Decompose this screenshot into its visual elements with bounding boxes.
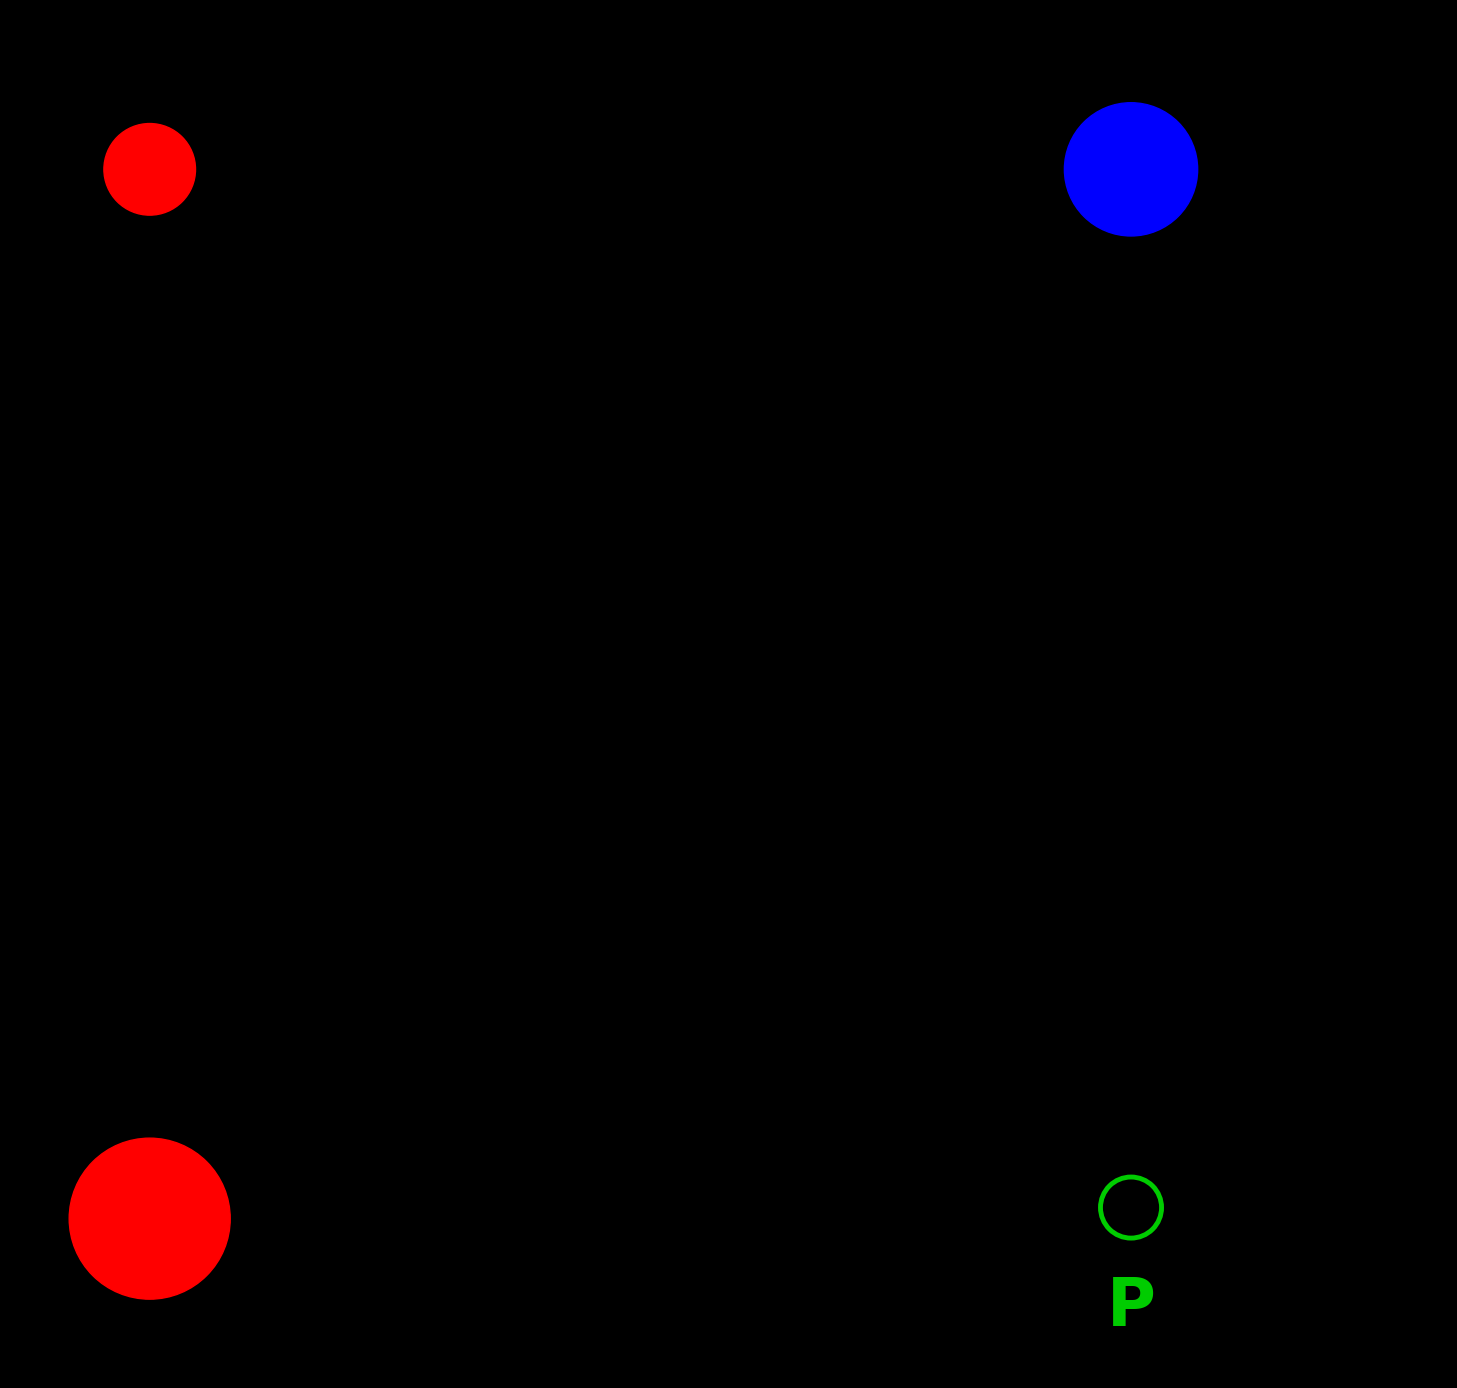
Circle shape [1065, 103, 1198, 236]
Circle shape [103, 124, 195, 215]
Circle shape [68, 1138, 230, 1299]
Text: P: P [1106, 1274, 1155, 1341]
